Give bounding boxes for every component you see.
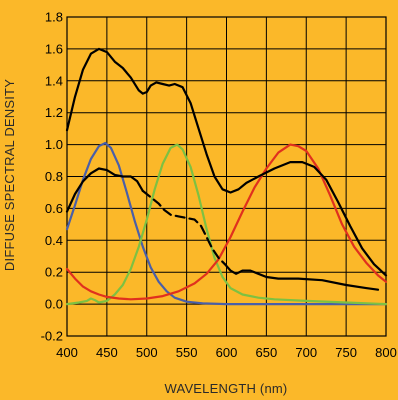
series-line-black-5 xyxy=(141,189,226,266)
y-tick-label: 0.2 xyxy=(45,265,63,280)
x-tick-label: 600 xyxy=(216,345,238,360)
y-tick-label: 1.4 xyxy=(45,73,63,88)
series-line-blue-0 xyxy=(65,141,388,306)
x-tick-label: 450 xyxy=(96,345,118,360)
y-tick-label: 1.8 xyxy=(45,10,63,25)
x-tick-label: 650 xyxy=(256,345,278,360)
y-tick-label: 1.6 xyxy=(45,41,63,56)
series-line-black-6 xyxy=(223,263,380,291)
y-tick-label: 0.0 xyxy=(45,297,63,312)
y-tick-labels: -0.2 0.0 0.2 0.4 0.6 0.8 1.0 1.2 1.4 1.6 1.8 xyxy=(41,10,63,344)
series-line-green-1 xyxy=(65,143,388,306)
series-line-black-4 xyxy=(65,167,144,213)
series-line-black-3 xyxy=(65,47,388,277)
y-tick-label: 0.6 xyxy=(45,201,63,216)
y-axis-title: DIFFUSE SPECTRAL DENSITY xyxy=(2,79,17,271)
x-tick-labels: 400 450 500 550 600 650 700 750 800 xyxy=(56,345,397,360)
y-tick-label: 0.8 xyxy=(45,169,63,184)
x-axis-title: WAVELENGTH (nm) xyxy=(165,381,288,396)
x-tick-label: 400 xyxy=(56,345,78,360)
y-tick-label: 0.4 xyxy=(45,233,63,248)
x-tick-label: 500 xyxy=(136,345,158,360)
x-tick-label: 700 xyxy=(295,345,317,360)
y-tick-label: 1.2 xyxy=(45,105,63,120)
chart-series xyxy=(65,47,388,306)
x-tick-label: 800 xyxy=(375,345,397,360)
y-tick-label: -0.2 xyxy=(41,329,63,344)
x-tick-label: 750 xyxy=(335,345,357,360)
y-tick-label: 1.0 xyxy=(45,137,63,152)
chart-grid xyxy=(66,16,387,337)
series-line-red-2 xyxy=(65,143,388,301)
x-tick-label: 550 xyxy=(176,345,198,360)
